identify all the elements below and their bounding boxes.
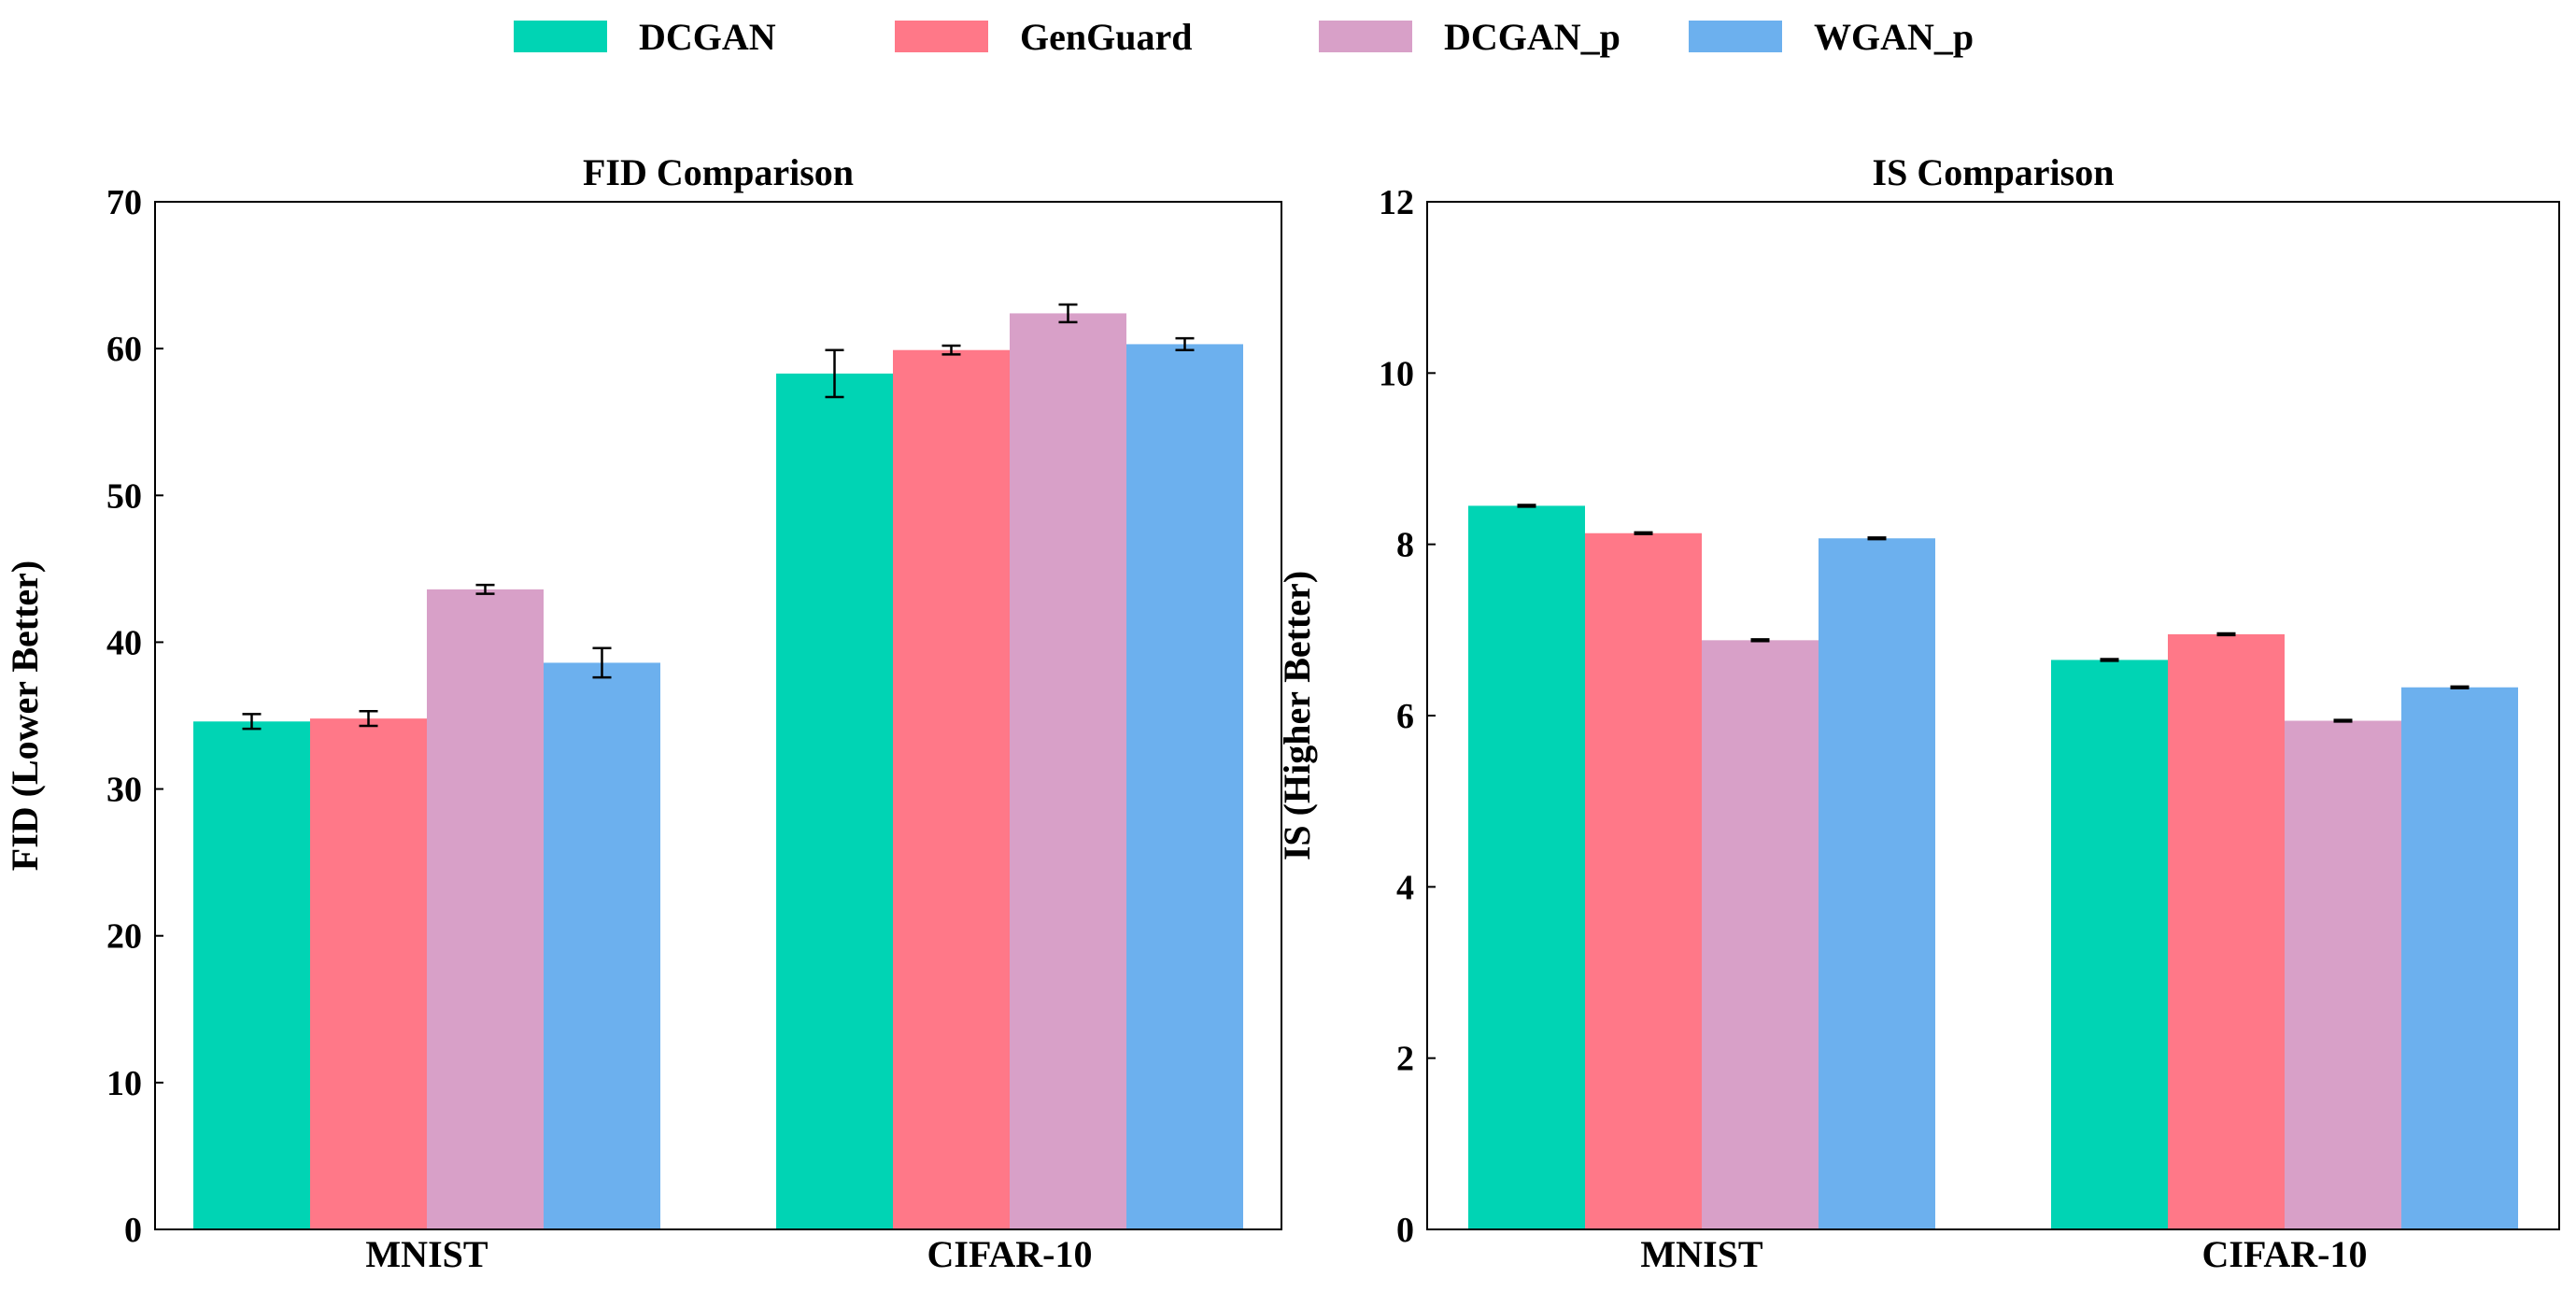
legend-label-dcgan-p: DCGAN_p xyxy=(1444,16,1621,58)
chart1-ytick-40: 40 xyxy=(106,623,142,662)
chart2-bar-wgan-p-mnist xyxy=(1819,538,1935,1229)
chart1-frame xyxy=(154,201,1282,1230)
chart2-bar-dcgan-mnist xyxy=(1468,505,1585,1229)
chart2-bar-dcgan-cifar-10 xyxy=(2051,660,2168,1229)
chart1-ytick-60: 60 xyxy=(106,330,142,369)
chart1-ytick-0: 0 xyxy=(124,1211,142,1250)
chart1-xtick-cifar-10: CIFAR-10 xyxy=(927,1233,1092,1275)
chart2-bar-dcgan-p-mnist xyxy=(1702,640,1819,1229)
legend-swatch-wgan-p xyxy=(1689,21,1782,52)
legend-swatch-dcgan xyxy=(514,21,607,52)
is-chart: IS Comparison MNIST CIFAR-10 0 2 4 6 8 10 12 IS (H… xyxy=(1276,151,2560,1275)
chart2-bar-genguard-mnist xyxy=(1585,532,1702,1229)
chart1-bar-wgan-p-cifar-10 xyxy=(1126,344,1243,1229)
chart2-ylabel: IS (Higher Better) xyxy=(1276,571,1318,860)
chart2-ytick-8: 8 xyxy=(1396,526,1414,565)
chart1-bar-wgan-p-mnist xyxy=(544,662,660,1229)
legend-label-dcgan: DCGAN xyxy=(639,16,776,58)
legend: DCGAN GenGuard DCGAN_p WGAN_p xyxy=(514,16,1974,58)
legend-swatch-dcgan-p xyxy=(1319,21,1412,52)
legend-label-wgan-p: WGAN_p xyxy=(1814,16,1974,58)
chart1-bar-genguard-mnist xyxy=(310,718,427,1229)
chart1-bar-genguard-cifar-10 xyxy=(893,349,1010,1229)
chart1-xtick-mnist: MNIST xyxy=(365,1233,488,1275)
chart2-ytick-4: 4 xyxy=(1396,868,1414,907)
chart2-bar-dcgan-p-cifar-10 xyxy=(2285,720,2401,1229)
chart1-bar-dcgan-mnist xyxy=(193,721,310,1229)
chart1-ytick-20: 20 xyxy=(106,917,142,957)
chart2-ytick-0: 0 xyxy=(1396,1211,1414,1250)
chart2-frame xyxy=(1426,201,2560,1230)
chart2-xtick-mnist: MNIST xyxy=(1640,1233,1762,1275)
chart1-bar-dcgan-cifar-10 xyxy=(776,373,893,1229)
fid-chart: FID Comparison MNIST CIFAR-10 0 10 20 30 40 50 60… xyxy=(4,151,1282,1275)
chart2-ytick-6: 6 xyxy=(1396,697,1414,736)
chart2-xtick-cifar-10: CIFAR-10 xyxy=(2201,1233,2367,1275)
chart2-ytick-12: 12 xyxy=(1379,183,1414,222)
chart1-bar-dcgan-p-mnist xyxy=(427,589,544,1229)
chart2-ytick-2: 2 xyxy=(1396,1040,1414,1079)
chart2-bar-genguard-cifar-10 xyxy=(2168,633,2285,1229)
legend-label-genguard: GenGuard xyxy=(1020,16,1192,58)
chart2-bar-wgan-p-cifar-10 xyxy=(2401,687,2518,1229)
chart1-ytick-10: 10 xyxy=(106,1064,142,1103)
chart2-ytick-10: 10 xyxy=(1379,354,1414,393)
chart1-ylabel: FID (Lower Better) xyxy=(4,561,46,871)
chart1-title: FID Comparison xyxy=(583,151,854,193)
legend-swatch-genguard xyxy=(895,21,988,52)
chart1-ytick-50: 50 xyxy=(106,476,142,516)
chart1-bar-dcgan-p-cifar-10 xyxy=(1010,313,1126,1229)
chart1-ytick-30: 30 xyxy=(106,771,142,810)
chart2-title: IS Comparison xyxy=(1873,151,2115,193)
chart1-ytick-70: 70 xyxy=(106,183,142,222)
